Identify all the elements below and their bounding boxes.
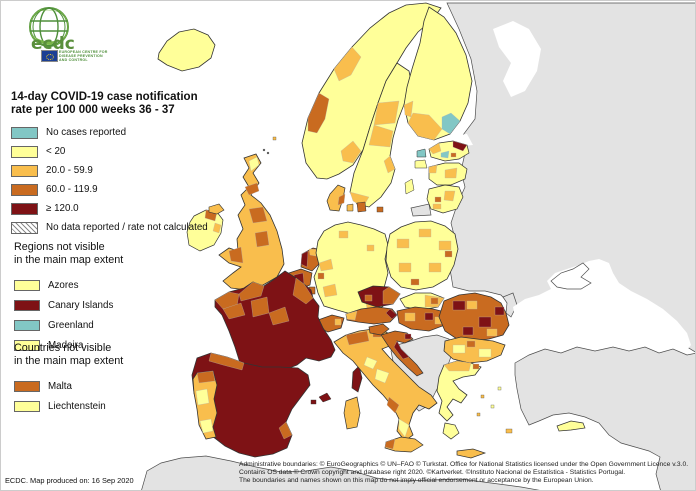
swatch-greenland <box>14 319 40 331</box>
ecdc-logo-subtext: EUROPEAN CENTRE FOR DISEASE PREVENTION A… <box>59 50 108 63</box>
map-crimea <box>550 262 592 290</box>
map-country-czechia <box>357 285 401 308</box>
legend-item-liechtenstein: Liechtenstein <box>14 396 224 416</box>
swatch-madeira <box>14 339 40 351</box>
map-country-cyprus <box>556 420 586 432</box>
legend-title: 14-day COVID-19 case notification rate p… <box>11 91 198 116</box>
legend-item-ge120: ≥ 120.0 <box>11 199 226 218</box>
map-country-finland <box>403 6 473 141</box>
map-country-norway <box>301 2 442 180</box>
legend-main: 14-day COVID-19 case notification rate p… <box>11 91 226 237</box>
map-country-denmark <box>326 184 367 213</box>
swatch-liechtenstein <box>14 400 40 412</box>
legend-item-greenland: Greenland <box>14 315 224 335</box>
swatch-canary-islands <box>14 299 40 311</box>
map-turkey <box>514 346 695 490</box>
legend-item-azores: Azores <box>14 275 224 295</box>
swatch-ge120 <box>11 202 38 215</box>
legend-item-20-59: 20.0 - 59.9 <box>11 161 226 180</box>
map-country-france <box>214 270 363 393</box>
map-country-croatia <box>380 330 424 377</box>
map-crete <box>456 448 487 459</box>
map-produced-date: ECDC. Map produced on: 16 Sep 2020 <box>5 476 134 485</box>
swatch-malta <box>14 380 40 392</box>
map-balearics <box>318 392 332 403</box>
swatch-20-59 <box>11 164 38 177</box>
map-sardinia <box>343 396 361 430</box>
legend-item-no-data: No data reported / rate not calculated <box>11 218 226 237</box>
map-country-ireland <box>186 203 225 252</box>
legend-item-malta: Malta <box>14 376 224 396</box>
map-country-slovakia <box>399 292 445 311</box>
map-country-sweden <box>349 62 415 213</box>
legend-regions-title: Regions not visible in the main map exte… <box>14 241 124 266</box>
legend-countries-title: Countries not visible in the main map ex… <box>14 342 124 367</box>
ecdc-logo: ecdc EUROPEAN CENTRE FOR DISEASE PREVENT… <box>15 5 125 67</box>
legend-item-canary-islands: Canary Islands <box>14 295 224 315</box>
map-country-lithuania <box>426 184 464 214</box>
swatch-no-data-hatched <box>11 221 38 234</box>
swatch-lt20 <box>11 145 38 158</box>
legend-item-no-cases: No cases reported <box>11 123 226 142</box>
map-country-greece <box>436 360 513 459</box>
map-country-slovenia <box>368 323 390 336</box>
map-attribution: Administrative boundaries: © EuroGeograp… <box>239 461 689 485</box>
map-country-poland <box>385 220 459 291</box>
swatch-azores <box>14 279 40 291</box>
map-country-bulgaria <box>443 336 506 364</box>
legend-countries: Countries not visible in the main map ex… <box>14 342 224 416</box>
map-country-romania <box>438 292 510 342</box>
legend-item-madeira: Madeira <box>14 335 224 355</box>
map-country-portugal <box>192 370 218 440</box>
map-country-latvia <box>428 162 468 186</box>
map-country-united-kingdom <box>218 136 285 291</box>
map-country-estonia <box>414 140 470 169</box>
ecdc-globe-icon: ecdc <box>29 7 75 54</box>
map-country-austria <box>345 306 398 325</box>
legend-regions: Regions not visible in the main map exte… <box>14 241 224 355</box>
swatch-60-119 <box>11 183 38 196</box>
ecdc-wordmark: ecdc <box>31 34 75 54</box>
eu-flag-icon <box>41 50 58 62</box>
legend-item-60-119: 60.0 - 119.9 <box>11 180 226 199</box>
map-country-iceland <box>157 28 216 72</box>
legend-item-lt20: < 20 <box>11 142 226 161</box>
map-country-italy <box>333 328 438 453</box>
swatch-no-cases <box>11 126 38 139</box>
